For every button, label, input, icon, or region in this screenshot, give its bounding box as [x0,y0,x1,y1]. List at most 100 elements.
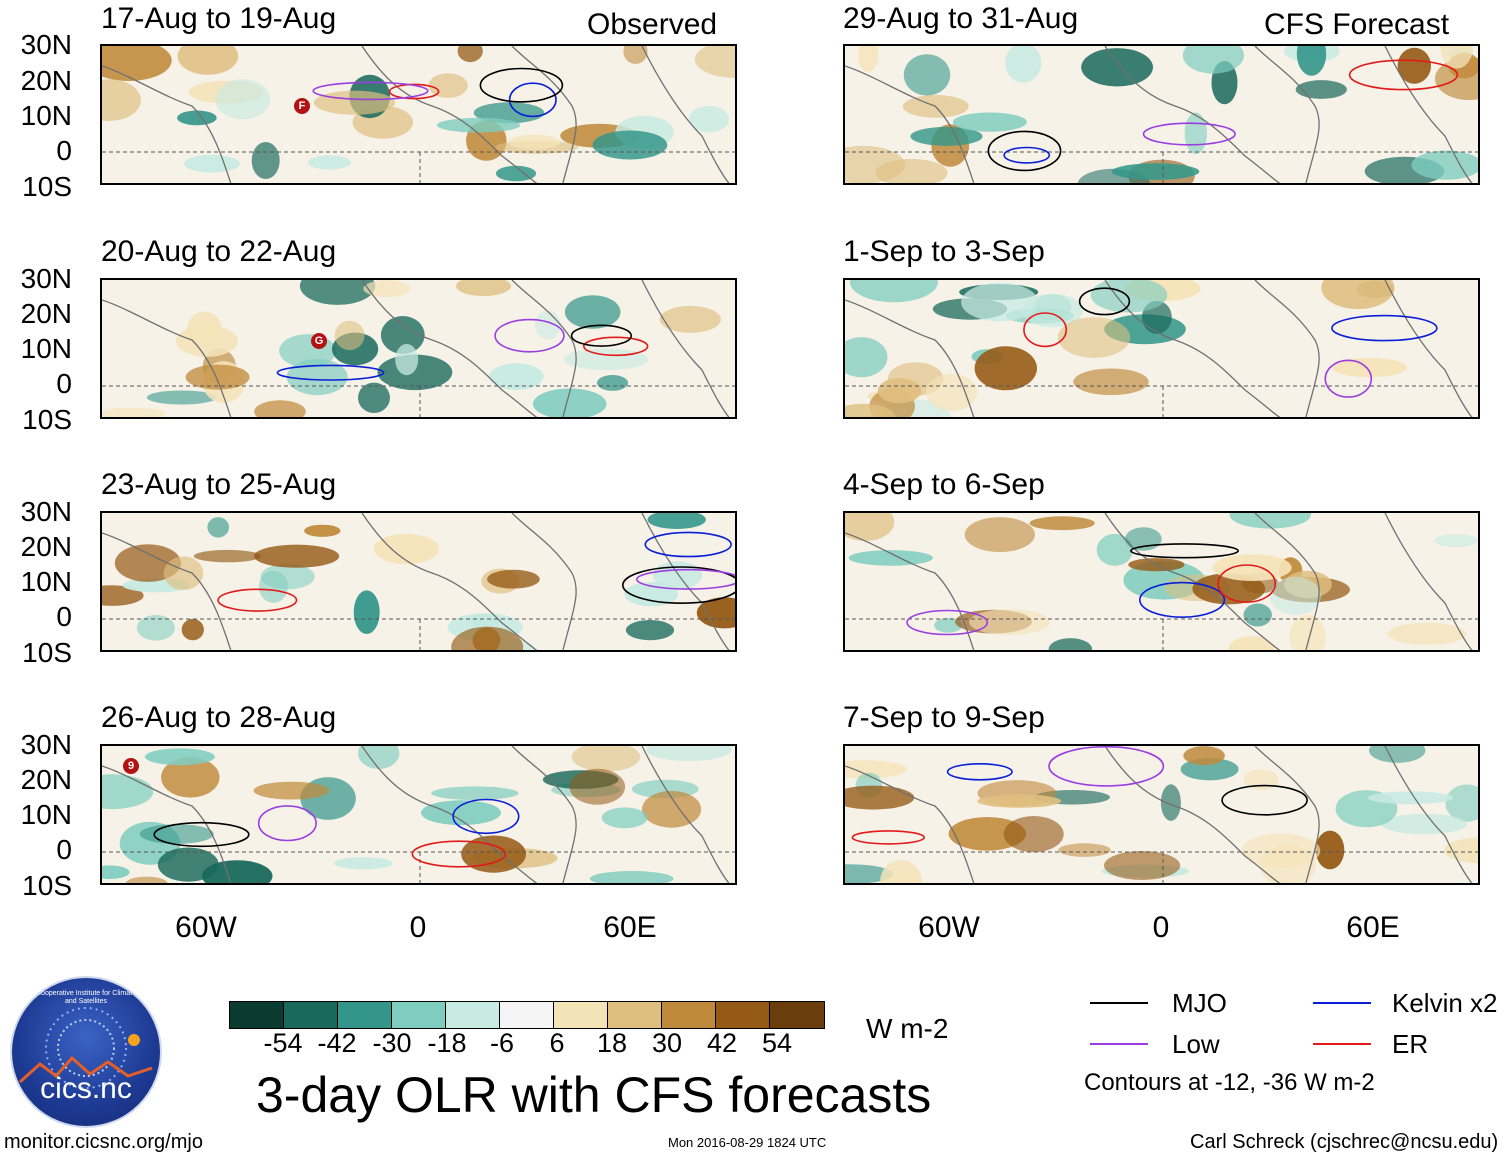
olr-anomaly-blob [564,295,621,329]
olr-anomaly-blob [489,363,544,390]
olr-anomaly-blob [421,800,501,826]
olr-anomaly-blob [358,746,400,769]
lat-label: 20N [20,764,72,795]
map-panel-forecast-1 [843,44,1480,185]
mjo-contour [1129,543,1239,559]
kelvin-contour [1331,314,1438,342]
olr-anomaly-blob [353,590,380,634]
cics-logo: Cooperative Institute for Climate and Sa… [10,976,162,1128]
legend-label-low: Low [1172,1029,1220,1059]
olr-anomaly-blob [1321,280,1395,310]
olr-anomaly-blob [1029,516,1095,531]
logo-ring-text: Cooperative Institute for Climate and Sa… [36,990,136,1005]
olr-anomaly-blob [161,757,220,798]
lat-label: 20N [20,531,72,562]
olr-anomaly-blob [176,325,238,357]
panel-title-right-4: 7-Sep to 9-Sep [843,701,1045,734]
legend-line-kelvin [1313,1002,1371,1004]
colorbar-swatch [716,1002,770,1028]
panel-title-right-3: 4-Sep to 6-Sep [843,468,1045,501]
lon-label-right-60e: 60E [1346,911,1400,944]
olr-anomaly-blob [428,73,468,98]
olr-anomaly-blob [1057,317,1131,358]
lat-label: 10S [22,870,72,901]
er-contour [217,588,298,612]
olr-map [845,513,1478,650]
olr-anomaly-blob [1381,813,1467,835]
olr-anomaly-blob [1440,46,1473,69]
coastline [845,746,1473,883]
olr-map [845,746,1478,883]
olr-anomaly-blob [845,760,907,779]
olr-anomaly-blob [1241,833,1321,869]
forecast-tag: CFS Forecast [1264,8,1450,41]
olr-anomaly-blob [849,280,938,303]
olr-anomaly-blob [1387,622,1467,645]
er-contour [583,336,649,357]
colorbar-tick-label: 54 [761,1028,793,1058]
kelvin-contour [644,531,732,558]
kelvin-contour [508,82,557,118]
colorbar-tick-label: 18 [596,1028,628,1058]
lon-label-left-60w: 60W [175,911,237,944]
olr-anomaly-blob [623,46,648,64]
legend-label-er: ER [1392,1029,1429,1059]
olr-anomaly-blob [875,158,948,183]
olr-anomaly-blob [102,79,141,121]
olr-anomaly-blob [1243,603,1272,627]
olr-anomaly-blob [1296,46,1327,76]
kelvin-contour [276,364,385,381]
coastline [102,513,730,650]
olr-anomaly-blob [258,570,288,603]
olr-anomaly-blob [333,857,393,870]
olr-anomaly-blob [358,382,390,413]
olr-anomaly-blob [253,781,330,800]
mjo-contour [622,566,735,604]
olr-anomaly-blob [1444,837,1478,864]
colorbar-swatch [662,1002,716,1028]
olr-anomaly-blob [696,597,735,629]
panel-title-right-2: 1-Sep to 3-Sep [843,235,1045,268]
low-contour [494,318,565,353]
olr-anomaly-blob [977,794,1062,808]
colorbar-tick-label: -54 [263,1028,303,1058]
mjo-contour [153,821,250,848]
panel-title-left-3: 23-Aug to 25-Aug [101,468,337,501]
olr-anomaly-blob [215,79,271,120]
olr-anomaly-blob [845,785,915,810]
colorbar-tick-label: 6 [549,1028,565,1058]
colorbar-unit: W m-2 [866,1013,949,1044]
olr-anomaly-blob [563,348,649,371]
olr-anomaly-blob [1289,614,1326,650]
olr-map [102,280,735,417]
kelvin-contour [1003,146,1051,164]
olr-anomaly-blob [1369,746,1426,763]
olr-anomaly-blob [601,807,648,829]
colorbar-tick-label: 30 [651,1028,683,1058]
olr-anomaly-blob [571,746,641,772]
storm-marker-9: 9 [123,758,139,774]
olr-map [102,746,735,883]
olr-anomaly-blob [380,316,425,354]
olr-anomaly-blob [431,786,519,800]
colorbar-tick-label: -42 [317,1028,357,1058]
olr-map [845,46,1478,183]
olr-map [102,46,735,183]
lon-label-left-0: 0 [409,911,427,944]
olr-anomaly-blob [1269,576,1321,615]
olr-anomaly-blob [964,517,1035,553]
olr-anomaly-blob [1332,357,1407,378]
colorbar-swatch [608,1002,662,1028]
olr-anomaly-blob [436,117,521,133]
olr-anomaly-blob [1184,112,1207,155]
footer-credit: Carl Schreck (cjschrec@ncsu.edu) [1190,1131,1499,1153]
olr-anomaly-blob [926,373,978,412]
low-contour [636,568,735,590]
olr-anomaly-blob [858,46,879,72]
olr-anomaly-blob [948,817,1026,851]
olr-anomaly-blob [1295,80,1347,99]
colorbar-swatch [770,1002,824,1028]
legend-line-low [1090,1043,1148,1045]
olr-anomaly-blob [279,334,336,368]
colorbar-swatch [392,1002,446,1028]
